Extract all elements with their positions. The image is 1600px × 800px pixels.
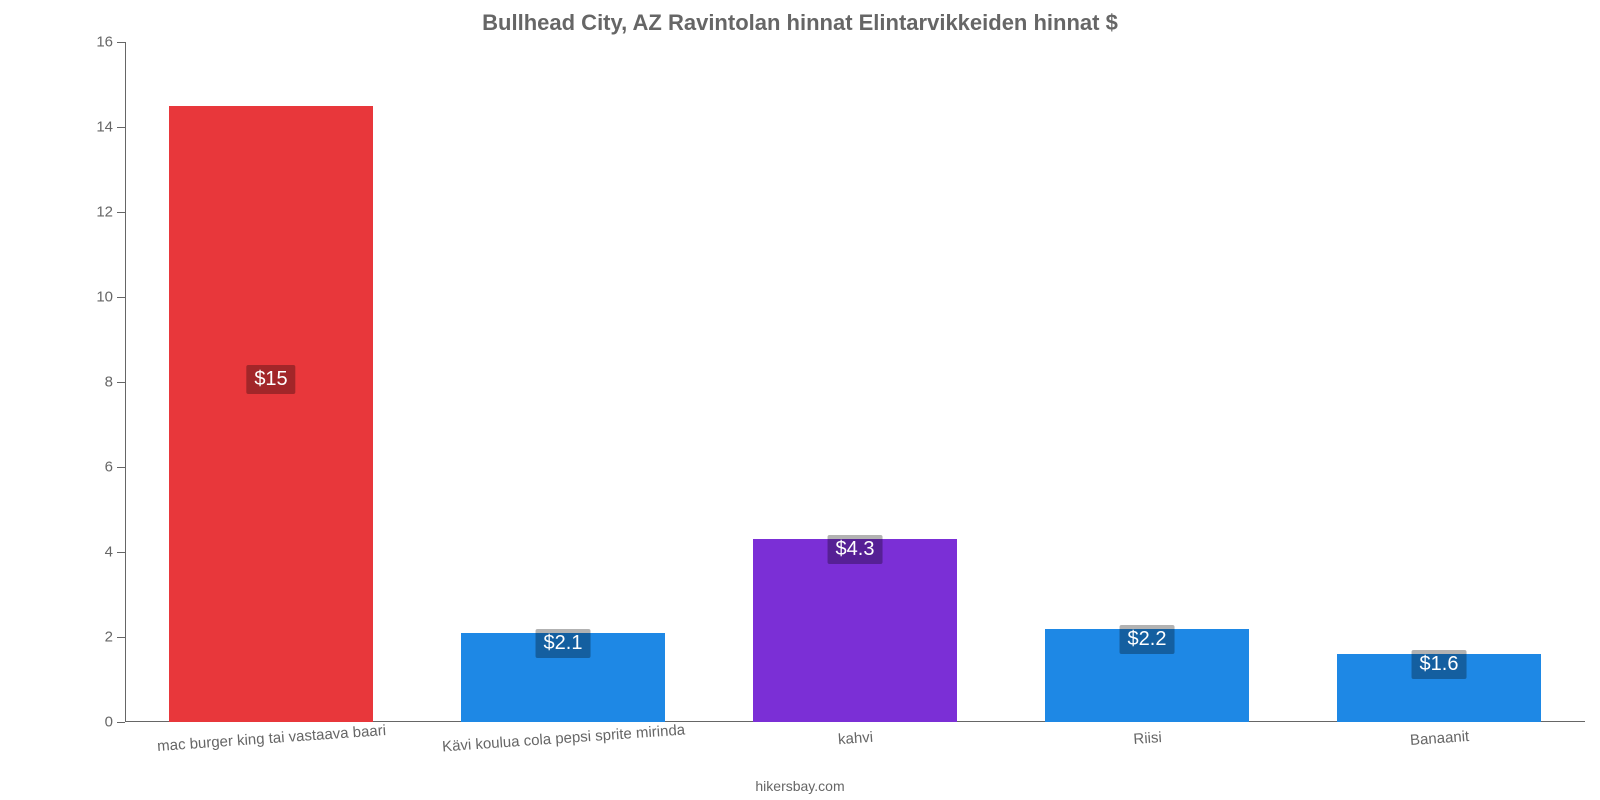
y-tick-label: 8 — [105, 374, 125, 391]
bar-value-label: $2.1 — [536, 629, 591, 658]
plot-area: 0246810121416$15mac burger king tai vast… — [125, 42, 1585, 722]
y-tick-label: 14 — [96, 119, 125, 136]
credit-text: hikersbay.com — [0, 778, 1600, 794]
x-tick-label: Banaanit — [1409, 728, 1469, 749]
y-tick-label: 6 — [105, 459, 125, 476]
bar-value-label: $2.2 — [1120, 625, 1175, 654]
y-axis-line — [125, 42, 126, 722]
x-tick-label: Kävi koulua cola pepsi sprite mirinda — [442, 722, 686, 756]
x-tick-label: mac burger king tai vastaava baari — [157, 722, 387, 755]
bar-value-label: $15 — [246, 365, 295, 394]
price-bar-chart: Bullhead City, AZ Ravintolan hinnat Elin… — [0, 0, 1600, 800]
x-tick-label: kahvi — [838, 729, 874, 748]
y-tick-label: 12 — [96, 204, 125, 221]
bar-value-label: $4.3 — [828, 535, 883, 564]
y-tick-label: 2 — [105, 629, 125, 646]
bar — [169, 106, 373, 722]
y-tick-label: 0 — [105, 714, 125, 731]
y-tick-label: 4 — [105, 544, 125, 561]
y-tick-label: 16 — [96, 34, 125, 51]
chart-title: Bullhead City, AZ Ravintolan hinnat Elin… — [0, 10, 1600, 36]
y-tick-label: 10 — [96, 289, 125, 306]
bar-value-label: $1.6 — [1412, 650, 1467, 679]
x-tick-label: Riisi — [1133, 729, 1162, 748]
bar — [753, 539, 957, 722]
